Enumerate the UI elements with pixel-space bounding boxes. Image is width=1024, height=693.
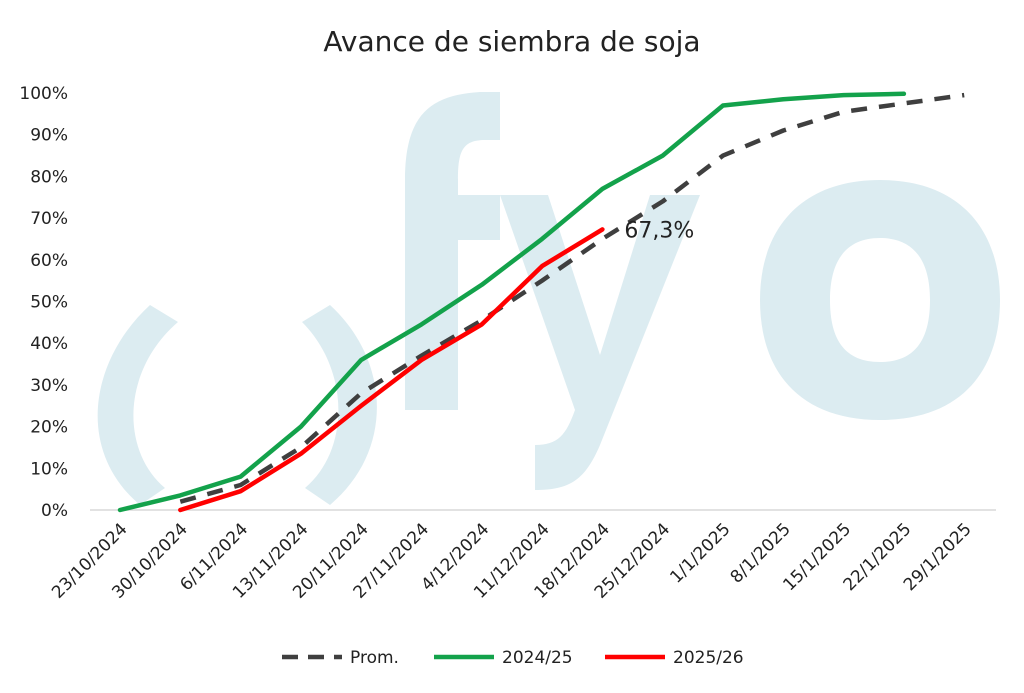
y-tick-label: 40%: [30, 334, 68, 354]
legend-label: 2024/25: [502, 648, 573, 668]
y-axis: 0% 10% 20% 30% 40% 50% 60% 70% 80% 90% 100%: [19, 84, 68, 521]
x-axis: 23/10/202430/10/20246/11/202413/11/20242…: [48, 519, 976, 602]
y-tick-label: 10%: [30, 459, 68, 479]
x-tick-label: 1/1/2025: [666, 519, 734, 587]
annotation-layer: 67,3%: [624, 218, 694, 243]
legend-label: 2025/26: [673, 648, 744, 668]
y-tick-label: 50%: [30, 293, 68, 313]
y-tick-label: 100%: [19, 84, 68, 104]
y-tick-label: 20%: [30, 418, 68, 438]
series-line-prom: [179, 92, 965, 504]
y-tick-label: 90%: [30, 126, 68, 146]
legend: Prom. 2024/25 2025/26: [282, 648, 744, 668]
y-tick-label: 0%: [41, 501, 68, 521]
annotation-label: 67,3%: [624, 218, 694, 243]
series-line-2024-25: [117, 91, 907, 513]
y-tick-label: 70%: [30, 209, 68, 229]
y-tick-label: 80%: [30, 167, 68, 187]
y-tick-label: 30%: [30, 376, 68, 396]
watermark-logo: [97, 92, 1000, 505]
series-line-2025-26: [178, 227, 605, 513]
legend-label: Prom.: [350, 648, 399, 668]
chart-title: Avance de siembra de soja: [323, 25, 700, 58]
y-tick-label: 60%: [30, 251, 68, 271]
series-layer: [117, 91, 965, 513]
